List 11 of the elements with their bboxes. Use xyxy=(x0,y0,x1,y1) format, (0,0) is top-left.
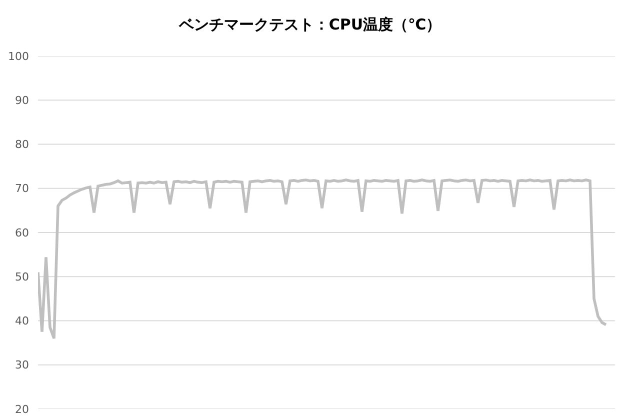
y-tick-label: 20 xyxy=(15,402,29,416)
y-tick-label: 40 xyxy=(15,314,29,328)
y-tick-label: 70 xyxy=(15,182,29,196)
chart-title: ベンチマークテスト：CPU温度（℃） xyxy=(178,15,442,34)
y-tick-label: 80 xyxy=(15,138,29,152)
y-tick-label: 100 xyxy=(8,50,29,63)
y-tick-label: 90 xyxy=(15,94,29,107)
y-tick-label: 60 xyxy=(15,226,29,240)
y-tick-label: 50 xyxy=(15,270,29,284)
y-tick-label: 30 xyxy=(15,358,29,372)
line-series xyxy=(38,178,608,340)
